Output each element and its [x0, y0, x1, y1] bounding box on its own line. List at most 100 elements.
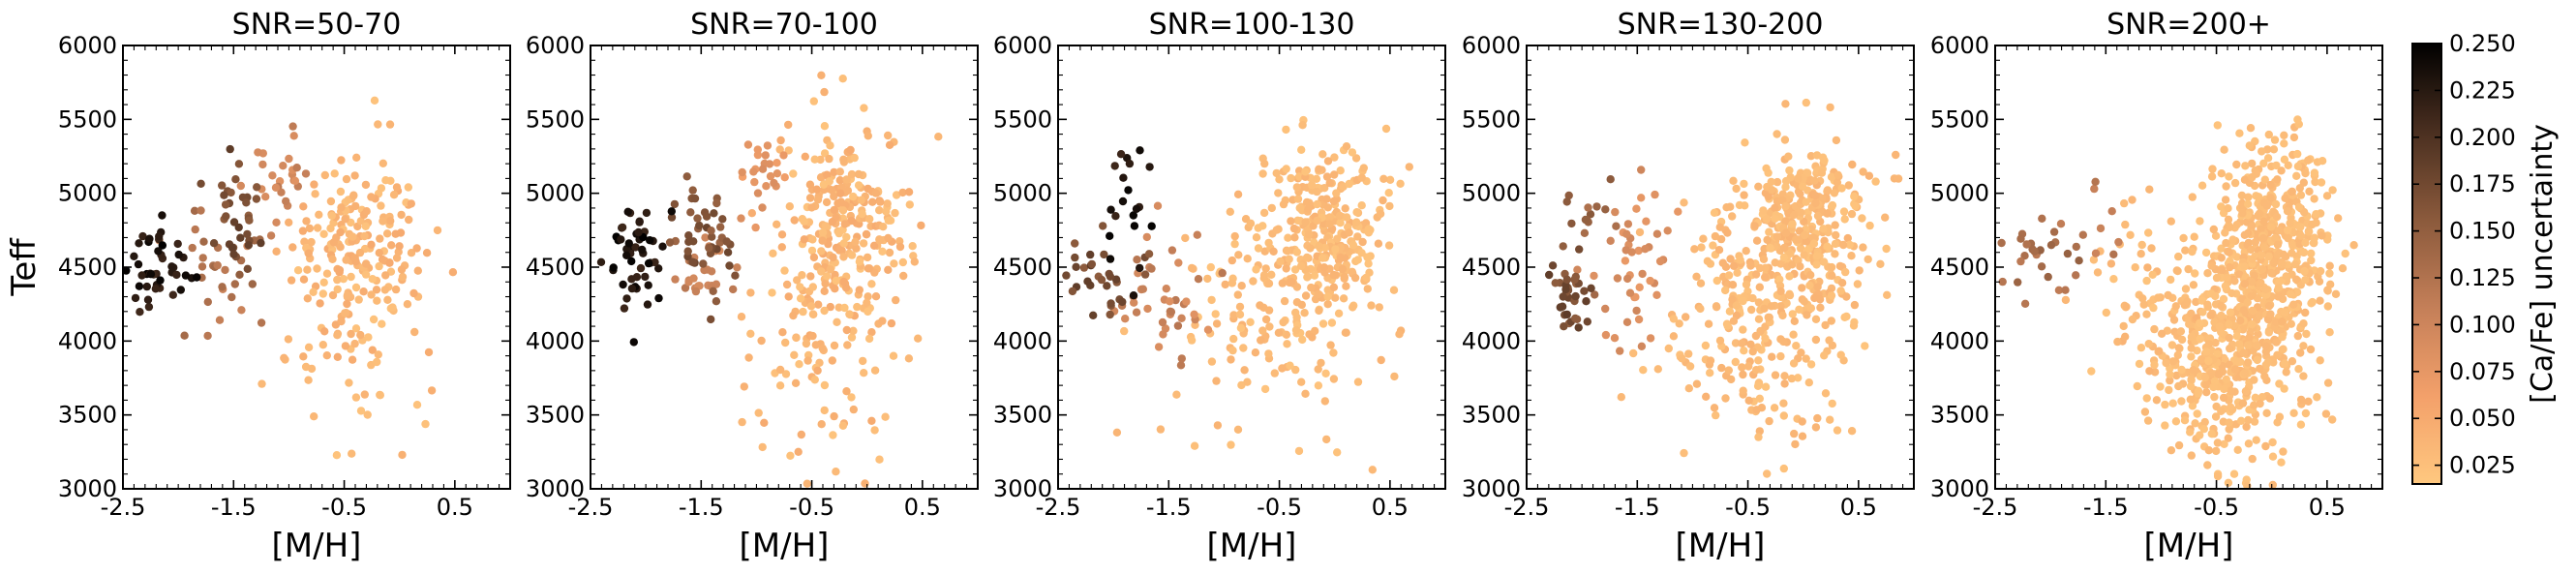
data-point [367, 193, 376, 201]
data-point [1601, 330, 1611, 340]
y-tick-label: 3000 [1462, 475, 1521, 502]
data-point [2258, 264, 2267, 274]
data-point [737, 313, 746, 321]
data-point [820, 122, 830, 131]
data-point [1787, 374, 1797, 383]
data-point [2299, 342, 2308, 350]
data-point [2224, 434, 2232, 442]
data-point [1732, 301, 1742, 310]
data-point [1788, 260, 1797, 269]
data-point [753, 189, 763, 197]
data-point [651, 257, 659, 267]
data-point [2305, 187, 2314, 196]
data-point [623, 207, 632, 216]
data-point [820, 380, 830, 390]
data-point [1227, 355, 1235, 364]
data-point [1072, 262, 1080, 271]
data-point [361, 270, 371, 279]
x-tick-label: -2.5 [101, 494, 146, 521]
data-point [1351, 154, 1361, 163]
data-point [1100, 250, 1108, 259]
data-point [1213, 421, 1223, 430]
data-point [1850, 300, 1860, 310]
data-point [303, 265, 312, 274]
data-point [695, 221, 704, 230]
data-point [712, 198, 721, 208]
data-point [840, 303, 849, 313]
data-point [2245, 141, 2254, 150]
data-point [1345, 228, 1353, 237]
data-point [1623, 220, 1633, 228]
data-point [1278, 364, 1287, 373]
data-point [2213, 438, 2223, 447]
data-point [1768, 186, 1776, 195]
data-point [2325, 269, 2334, 278]
data-point [809, 253, 819, 262]
data-point [617, 235, 625, 244]
data-point [272, 218, 281, 227]
data-point [2186, 428, 2195, 437]
data-point [833, 198, 842, 208]
data-point [1664, 344, 1674, 353]
data-point [1331, 245, 1340, 254]
data-point [1297, 300, 1307, 310]
data-point [1312, 174, 1321, 183]
data-point [2269, 258, 2279, 267]
data-point [753, 145, 762, 154]
data-point [658, 242, 667, 251]
data-point [2207, 261, 2216, 270]
data-point [1364, 225, 1374, 233]
data-point [2273, 240, 2283, 249]
data-point [2300, 266, 2309, 276]
y-tick-label: 3500 [526, 402, 585, 429]
data-point [1842, 292, 1851, 301]
y-tick-label: 3500 [993, 402, 1052, 429]
data-point [1781, 217, 1790, 226]
data-point [1099, 222, 1107, 230]
data-point [2187, 375, 2196, 384]
data-point [831, 285, 839, 293]
data-point [631, 243, 640, 252]
data-point [1119, 173, 1128, 182]
data-point [1617, 393, 1626, 402]
data-point [1306, 244, 1315, 253]
data-point [1229, 334, 1238, 344]
data-point [747, 209, 756, 218]
data-point [2307, 249, 2316, 257]
data-point [2202, 347, 2211, 356]
data-point [835, 167, 844, 176]
data-point [2323, 302, 2332, 311]
data-point [682, 172, 691, 181]
data-point [895, 242, 905, 252]
data-point [1258, 169, 1267, 178]
data-point [773, 159, 781, 167]
data-point [2260, 175, 2269, 184]
data-point [2189, 366, 2197, 375]
data-point [2251, 237, 2259, 247]
data-point [851, 237, 860, 246]
data-point [863, 253, 872, 262]
data-point [826, 302, 834, 312]
data-point [876, 197, 885, 206]
x-tick-label: -1.5 [1146, 494, 1192, 521]
data-point [381, 176, 390, 185]
data-point [2296, 231, 2306, 240]
data-point [299, 202, 308, 211]
data-point [350, 171, 359, 180]
data-point [864, 292, 872, 301]
data-point [792, 333, 801, 343]
data-point [1843, 233, 1853, 243]
data-point [2325, 328, 2334, 337]
data-point [1804, 378, 1814, 387]
data-point [830, 192, 838, 201]
data-point [2126, 230, 2135, 239]
y-tick-label: 3500 [1462, 402, 1521, 429]
data-point [862, 230, 871, 239]
data-point [1763, 235, 1772, 244]
data-point [2328, 186, 2337, 195]
y-tick-label: 6000 [58, 32, 117, 59]
data-point [2328, 415, 2337, 424]
data-point [1696, 304, 1705, 314]
data-point [1726, 255, 1735, 263]
data-point [839, 277, 848, 287]
